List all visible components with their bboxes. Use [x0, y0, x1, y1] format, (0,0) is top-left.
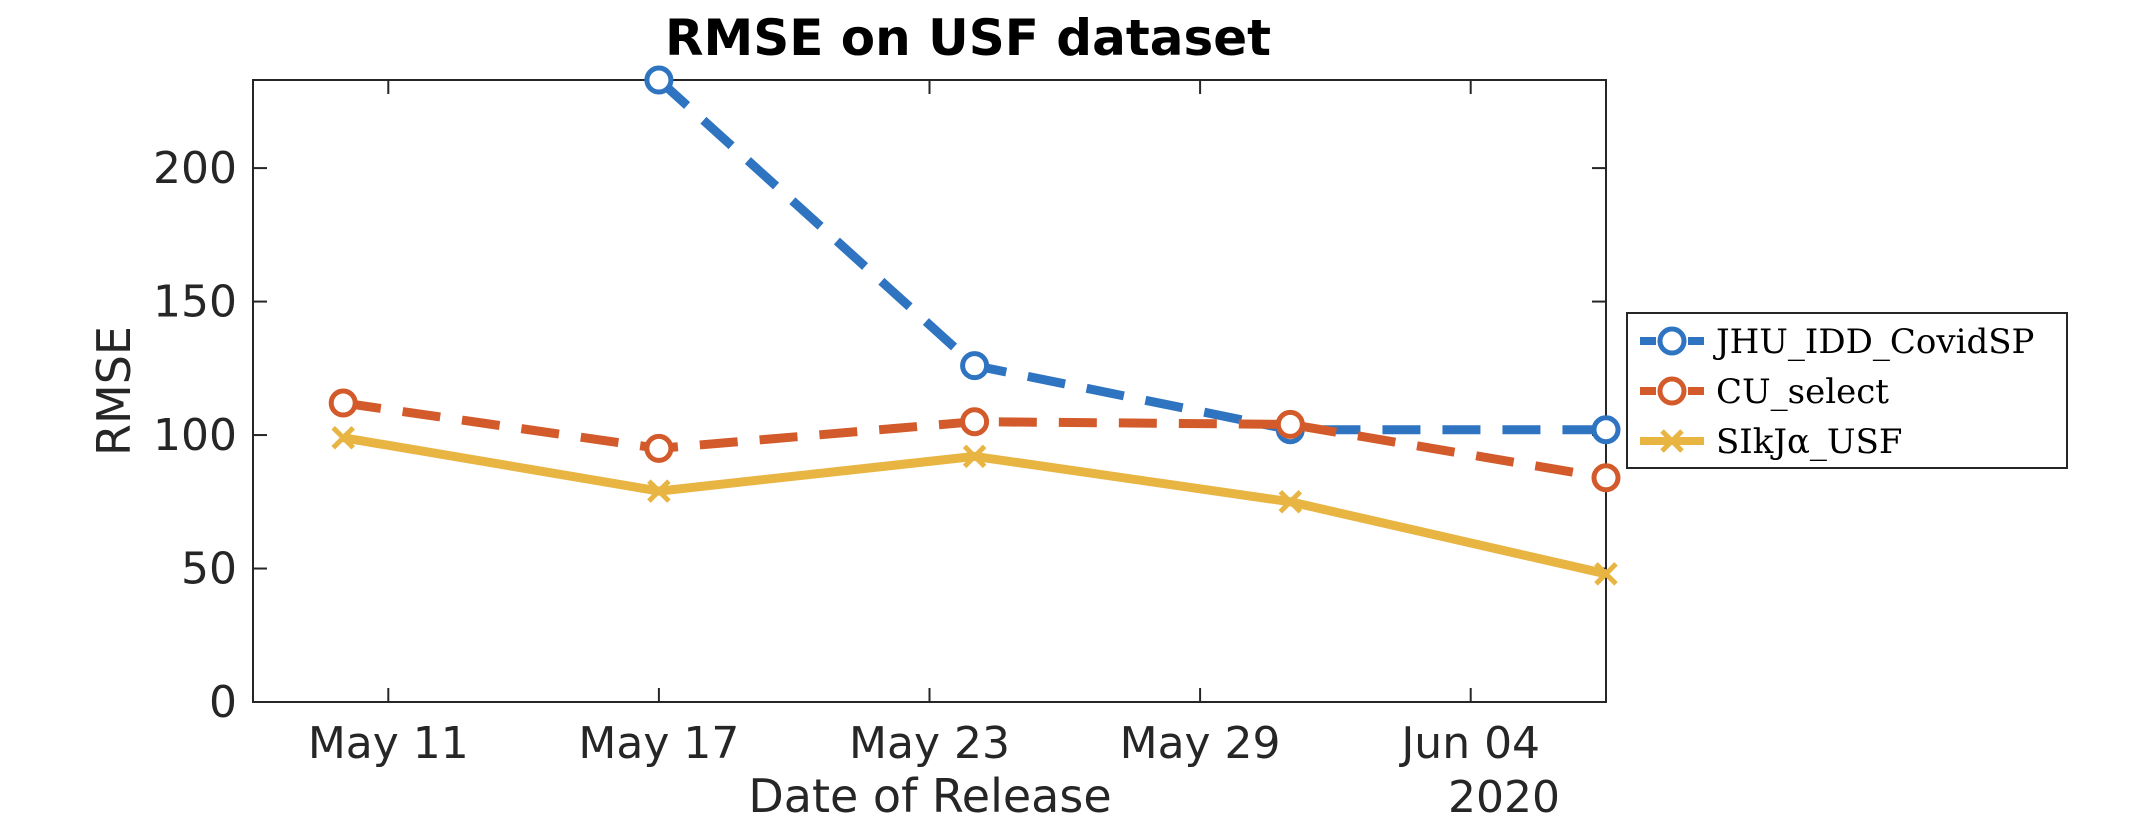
- y-tick-label: 200: [153, 143, 237, 194]
- data-point: [1591, 415, 1621, 445]
- x-axis-year-label: 2020: [1448, 772, 1560, 818]
- x-tick-label: Jun 04: [1398, 718, 1540, 769]
- y-tick-label: 50: [181, 544, 237, 595]
- legend-marker: [1657, 376, 1687, 406]
- x-axis-label: Date of Release: [748, 769, 1111, 818]
- data-point: [647, 479, 671, 503]
- data-point: [962, 444, 987, 469]
- data-point: [1591, 463, 1621, 493]
- data-point: [960, 351, 990, 381]
- x-tick-label: May 11: [308, 718, 469, 769]
- x-axis: May 11 May 17 May 23 May 29 Jun 04: [308, 80, 1540, 769]
- data-point: [328, 388, 358, 418]
- y-axis: 0 50 100 150 200: [153, 143, 1606, 728]
- data-point: [1594, 562, 1618, 586]
- y-tick-label: 100: [153, 410, 237, 461]
- legend-item: CU_select: [1640, 372, 1889, 412]
- x-tick-label: May 23: [849, 718, 1010, 769]
- data-point: [1278, 490, 1303, 514]
- series-layer: [328, 65, 1621, 586]
- plot-area: [252, 79, 1607, 703]
- legend: JHU_IDD_CovidSP CU_select SIkJα_USF: [1626, 312, 2068, 469]
- data-point: [331, 425, 355, 450]
- x-tick-label: May 17: [578, 718, 739, 769]
- chart-title: RMSE on USF dataset: [665, 9, 1271, 67]
- x-tick-label: May 29: [1120, 718, 1281, 769]
- legend-label: JHU_IDD_CovidSP: [1713, 322, 2034, 362]
- legend-label: SIkJα_USF: [1716, 422, 1902, 462]
- y-tick-label: 150: [153, 277, 237, 328]
- legend-marker: [1657, 326, 1687, 356]
- legend-label: CU_select: [1716, 372, 1889, 412]
- series-line: [655, 76, 1606, 435]
- series-2: [331, 425, 1618, 586]
- legend-item: SIkJα_USF: [1640, 422, 1902, 462]
- data-point: [1275, 409, 1305, 439]
- y-tick-label: 0: [209, 677, 237, 728]
- data-point: [644, 65, 674, 95]
- data-point: [644, 433, 674, 463]
- series-1: [328, 388, 1621, 493]
- data-point: [960, 407, 990, 437]
- y-axis-label: RMSE: [87, 326, 141, 456]
- legend-item: JHU_IDD_CovidSP: [1640, 322, 2034, 362]
- legend-marker: [1660, 429, 1684, 453]
